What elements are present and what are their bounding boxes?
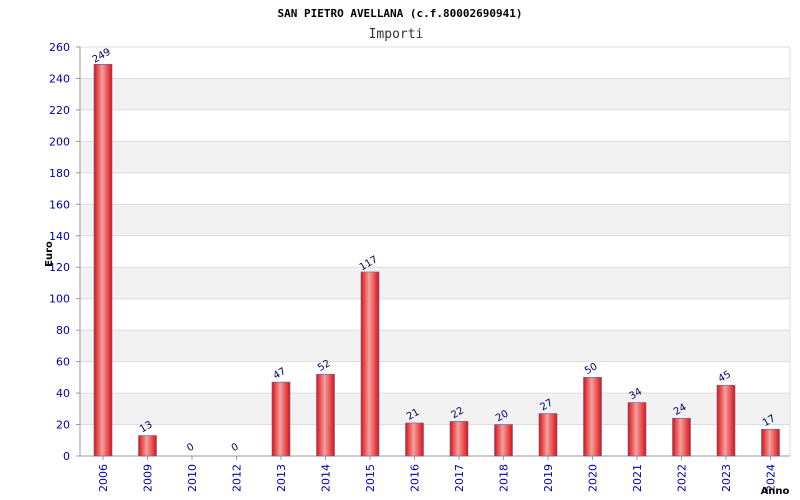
data-label: 47 [271,366,288,382]
y-tick-label: 0 [63,450,70,463]
bar [138,435,157,457]
data-label: 50 [583,361,600,377]
y-tick-label: 100 [49,293,70,306]
gridlines [76,46,790,457]
plot-band [80,393,790,425]
data-label: 0 [185,441,196,454]
bar [93,64,113,457]
data-label: 20 [494,408,511,424]
bar [627,402,647,457]
bar [316,373,335,457]
data-label: 22 [449,405,466,421]
bar [583,377,602,457]
y-tick-label: 160 [49,198,70,211]
data-label: 17 [761,413,778,429]
y-tick-label: 180 [49,167,70,180]
bar [360,271,380,457]
x-tick-label: 2009 [142,464,155,492]
y-tick-label: 60 [56,356,70,369]
data-label: 45 [716,369,733,385]
bar [449,421,469,457]
bar [494,424,513,457]
x-tick-labels: 2006 2009 2010 2012 2013 2014 2015 2016 2017 2018… [97,456,778,492]
x-tick-label: 2024 [765,464,778,492]
y-tick-label: 260 [49,41,70,54]
data-label: 0 [230,441,241,454]
x-tick-label: 2018 [498,464,511,492]
y-tick-label: 20 [56,419,70,432]
bar [761,428,780,457]
x-tick-label: 2010 [186,464,199,492]
chart-title: SAN PIETRO AVELLANA (c.f.80002690941) [277,7,522,20]
bar [538,413,558,457]
x-tick-label: 2020 [587,464,600,492]
plot-bands [80,78,790,425]
plot-band [80,330,790,362]
y-tick-labels: 0 20 40 60 80 100 120 140 160 180 200 220 240 260 [49,41,70,463]
y-tick-label: 80 [56,324,70,337]
y-tick-label: 120 [49,261,70,274]
x-tick-label: 2016 [409,464,422,492]
bar [716,384,736,457]
chart-subtitle: Importi [369,27,424,42]
x-tick-label: 2023 [720,464,733,492]
axes [79,47,791,457]
plot-band [80,204,790,236]
y-axis-label: Euro [44,241,55,267]
x-tick-label: 2019 [542,464,555,492]
plot-band [80,78,790,110]
y-tick-label: 240 [49,72,70,85]
x-tick-label: 2006 [97,464,110,492]
y-tick-label: 220 [49,104,70,117]
data-label: 249 [91,47,113,66]
x-tick-label: 2015 [364,464,377,492]
x-tick-label: 2013 [275,464,288,492]
y-tick-label: 200 [49,135,70,148]
plot-band [80,267,790,299]
y-tick-label: 40 [56,387,70,400]
x-tick-label: 2012 [231,464,244,492]
x-tick-label: 2021 [631,464,644,492]
y-tick-label: 140 [49,230,70,243]
data-label: 13 [138,419,155,435]
x-tick-label: 2017 [453,464,466,492]
x-axis-label: Anno [761,486,790,497]
bar [405,422,424,457]
x-tick-label: 2014 [320,464,333,492]
plot-band [80,141,790,173]
x-tick-label: 2022 [676,464,689,492]
bars [93,64,780,457]
bar [271,381,291,457]
bar [672,417,691,457]
